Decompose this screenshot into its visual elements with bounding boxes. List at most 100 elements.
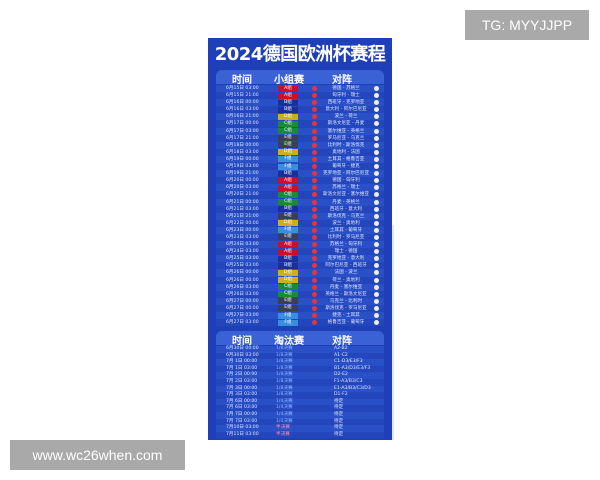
match-teams: 待定 (334, 405, 344, 411)
away-flag-icon (374, 270, 379, 276)
away-flag-icon (374, 149, 379, 155)
group-match-row: 6月18日 03:00 D组 奥地利 - 法国 (216, 148, 384, 156)
knockout-header: 时间 淘汰赛 对阵 (216, 331, 384, 347)
home-flag-icon (312, 128, 317, 134)
match-teams: A1-C2 (334, 352, 348, 358)
match-time: 6月16日 21:00 (226, 114, 259, 120)
match-teams: 波兰 - 奥地利 (332, 220, 360, 226)
match-teams: 奥地利 - 法国 (332, 149, 360, 155)
match-time: 6月30日 03:00 (226, 352, 259, 358)
group-badge: B组 (278, 106, 298, 113)
match-time: 7月 3日 03:00 (226, 392, 258, 398)
match-teams: 待定 (334, 431, 344, 437)
match-time: 6月20日 03:00 (226, 185, 259, 191)
home-flag-icon (312, 171, 317, 177)
match-time: 7月10日 03:00 (226, 425, 259, 431)
match-time: 7月 3日 00:00 (226, 385, 258, 391)
match-time: 6月30日 00:00 (226, 346, 259, 351)
group-badge: F组 (278, 163, 298, 170)
group-match-row: 6月27日 00:00 E组 斯洛伐克 - 罗马尼亚 (216, 304, 384, 312)
match-teams: 乌克兰 - 比利时 (329, 298, 363, 304)
home-flag-icon (312, 263, 317, 269)
match-teams: 意大利 - 阿尔巴尼亚 (325, 107, 367, 113)
group-match-row: 6月27日 03:00 F组 捷克 - 土耳其 (216, 312, 384, 320)
group-match-row: 6月18日 00:00 E组 比利时 - 斯洛伐克 (216, 141, 384, 149)
match-time: 6月26日 00:00 (226, 277, 259, 283)
home-flag-icon (312, 206, 317, 212)
group-match-row: 6月19日 03:00 F组 葡萄牙 - 捷克 (216, 163, 384, 171)
home-flag-icon (312, 185, 317, 191)
match-time: 6月27日 03:00 (226, 313, 259, 318)
away-flag-icon (374, 178, 379, 184)
group-match-row: 6月21日 03:00 B组 西班牙 - 意大利 (216, 205, 384, 213)
match-teams: 待定 (334, 411, 344, 417)
away-flag-icon (374, 242, 379, 248)
home-flag-icon (312, 192, 317, 198)
round-label: 1/4决赛 (276, 418, 293, 424)
match-time: 6月19日 03:00 (226, 164, 259, 170)
away-flag-icon (374, 313, 379, 318)
knockout-match-row: 7月 1日 03:00 1/8决赛 B1-A3/D3/E3/F3 (216, 365, 384, 373)
match-teams: B1-A3/D3/E3/F3 (334, 365, 371, 371)
home-flag-icon (312, 114, 317, 120)
match-time: 6月15日 21:00 (226, 93, 259, 99)
group-badge: E组 (278, 298, 298, 305)
group-match-row: 6月17日 03:00 C组 塞尔维亚 - 英格兰 (216, 127, 384, 135)
group-badge: F组 (278, 156, 298, 163)
match-teams: 斯洛文尼亚 - 丹麦 (327, 121, 365, 127)
knockout-match-row: 7月 7日 03:00 1/4决赛 待定 (216, 418, 384, 426)
group-badge: D组 (278, 113, 298, 120)
header-match: 对阵 (332, 75, 352, 86)
match-teams: 格鲁吉亚 - 葡萄牙 (327, 320, 365, 326)
match-time: 6月23日 03:00 (226, 234, 259, 240)
match-time: 7月11日 03:00 (226, 431, 259, 437)
match-time: 6月20日 00:00 (226, 178, 259, 184)
match-time: 6月27日 00:00 (226, 298, 259, 304)
away-flag-icon (374, 86, 379, 91)
away-flag-icon (374, 206, 379, 212)
match-teams: 比利时 - 斯洛伐克 (327, 142, 365, 148)
group-badge: E组 (278, 142, 298, 149)
away-flag-icon (374, 277, 379, 283)
knockout-match-row: 7月11日 03:00 半决赛 待定 (216, 431, 384, 439)
group-match-row: 6月26日 03:00 C组 丹麦 - 塞尔维亚 (216, 283, 384, 291)
home-flag-icon (312, 242, 317, 248)
knockout-match-row: 7月 6日 00:00 1/4决赛 待定 (216, 398, 384, 406)
round-label: 半决赛 (276, 431, 290, 437)
match-teams: 阿尔巴尼亚 - 西班牙 (325, 263, 367, 269)
site-watermark: www.wc26when.com (10, 440, 185, 470)
home-flag-icon (312, 284, 317, 290)
match-teams: 斯洛伐克 - 乌克兰 (327, 213, 365, 219)
away-flag-icon (374, 185, 379, 191)
group-match-row: 6月27日 00:00 E组 乌克兰 - 比利时 (216, 297, 384, 305)
group-badge: A组 (278, 85, 298, 92)
group-badge: C组 (278, 199, 298, 205)
match-teams: 待定 (334, 418, 344, 424)
group-badge: A组 (278, 177, 298, 184)
away-flag-icon (374, 135, 379, 141)
round-label: 1/4决赛 (276, 398, 293, 404)
match-teams: 英格兰 - 斯洛文尼亚 (325, 291, 367, 297)
group-badge: A组 (278, 248, 298, 255)
group-match-row: 6月24日 03:00 A组 瑞士 - 德国 (216, 248, 384, 256)
home-flag-icon (312, 164, 317, 170)
match-teams: 西班牙 - 克罗地亚 (327, 100, 365, 106)
round-label: 1/8决赛 (276, 359, 293, 365)
match-teams: 法国 - 波兰 (334, 270, 358, 276)
group-badge: D组 (278, 277, 298, 284)
match-teams: 克罗地亚 - 意大利 (327, 256, 365, 262)
round-label: 1/8决赛 (276, 378, 293, 384)
scrollbar[interactable] (392, 225, 394, 440)
away-flag-icon (374, 142, 379, 148)
group-badge: C组 (278, 284, 298, 291)
match-time: 6月26日 03:00 (226, 284, 259, 290)
match-teams: A2-B2 (334, 346, 348, 351)
home-flag-icon (312, 121, 317, 127)
group-match-row: 6月21日 00:00 C组 丹麦 - 英格兰 (216, 198, 384, 206)
group-stage-list: 6月15日 03:00 A组 德国 - 苏格兰 6月15日 21:00 A组 匈牙利 - … (216, 85, 384, 327)
away-flag-icon (374, 156, 379, 162)
home-flag-icon (312, 270, 317, 276)
match-teams: E1-A3/B3/C3/D3 (334, 385, 371, 391)
away-flag-icon (374, 234, 379, 240)
tg-watermark: TG: MYYJJPP (465, 10, 589, 40)
